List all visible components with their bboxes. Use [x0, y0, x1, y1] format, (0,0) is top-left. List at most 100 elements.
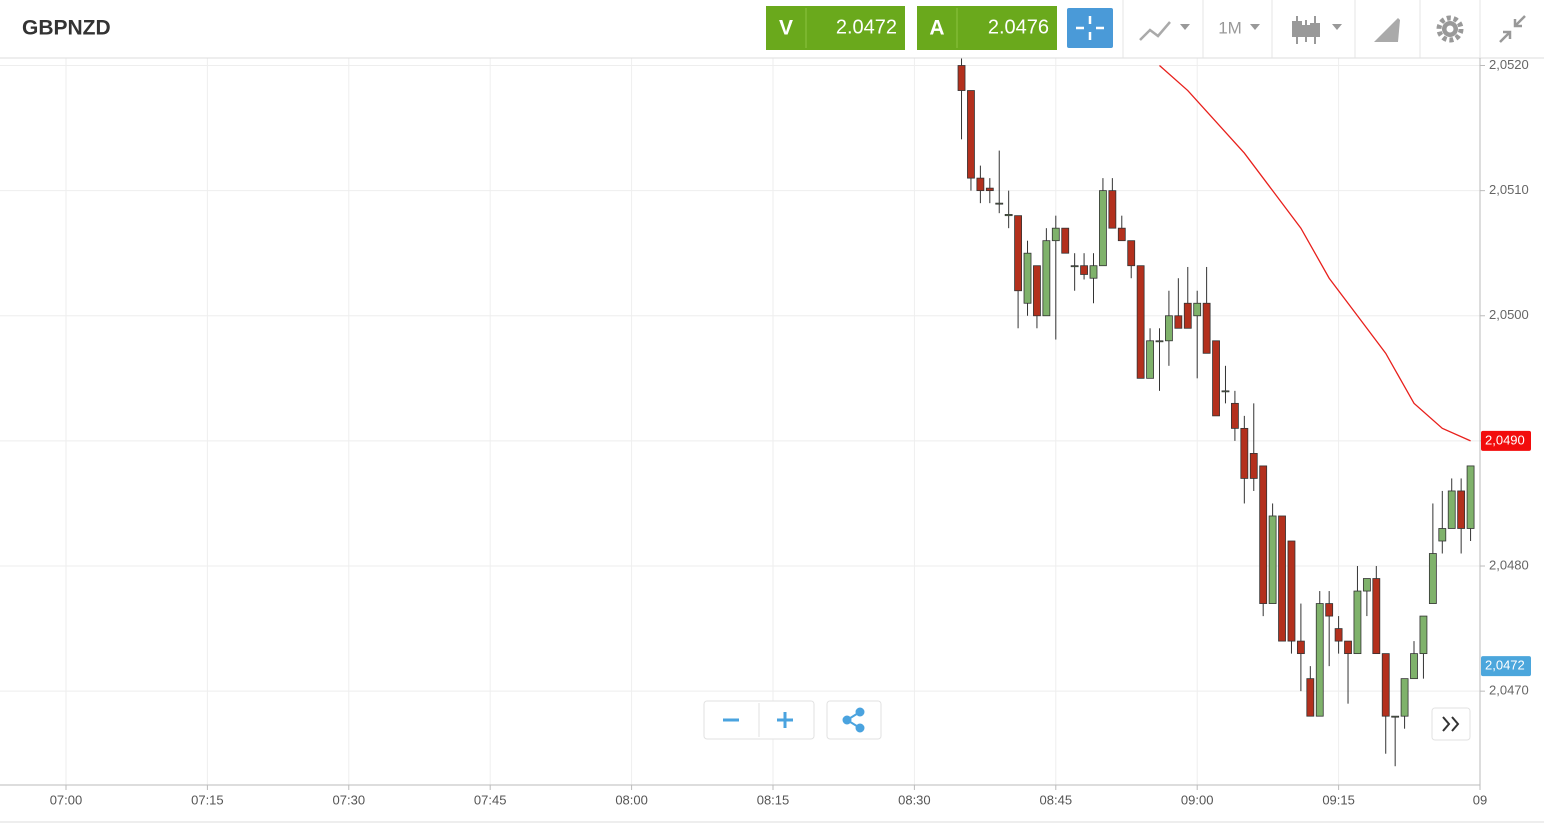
line-icon[interactable]: [1139, 21, 1171, 41]
x-tick-label: 07:45: [474, 792, 507, 807]
zoom-in-button[interactable]: [777, 712, 793, 728]
x-tick-label: 08:45: [1040, 792, 1073, 807]
chart-type-button[interactable]: [1139, 21, 1190, 41]
x-tick-label: 09:15: [1322, 792, 1355, 807]
candle-body: [1014, 215, 1022, 292]
y-tick-label: 2,0500: [1489, 307, 1529, 322]
candle-body: [1127, 240, 1136, 267]
candle-body: [967, 90, 975, 179]
y-tick-label: 2,0480: [1489, 557, 1529, 572]
candle-body: [1315, 603, 1324, 717]
candle-body: [1334, 628, 1343, 642]
caret: [1250, 24, 1260, 30]
candle-body: [1419, 615, 1428, 655]
candle-body: [1108, 190, 1117, 229]
candle-body: [1193, 302, 1202, 317]
candle-body: [957, 65, 966, 91]
candle-body: [1325, 603, 1334, 617]
share-button[interactable]: [842, 707, 865, 733]
price-tag: [1481, 656, 1531, 677]
caret: [1180, 24, 1190, 30]
candle-body: [1042, 240, 1051, 317]
candle-body: [976, 177, 985, 192]
buy-label[interactable]: A: [929, 17, 944, 40]
candle-body: [1268, 515, 1277, 604]
x-tick-label: 08:00: [615, 792, 648, 807]
grid: [0, 58, 1481, 785]
price-tag-label: 2,0490: [1485, 432, 1525, 447]
candle-body: [1400, 678, 1409, 717]
settings-button[interactable]: [1436, 15, 1464, 43]
sell-label[interactable]: V: [779, 17, 793, 40]
x-tick-label: 07:00: [50, 792, 83, 807]
candle-body: [1466, 465, 1475, 529]
candle-body: [1080, 265, 1088, 275]
candle-body: [1438, 528, 1447, 542]
symbol: GBPNZD: [22, 17, 111, 40]
crosshair-button[interactable]: [1067, 8, 1113, 48]
candle-body: [1306, 678, 1315, 717]
candle-body: [1202, 302, 1211, 354]
timeframe[interactable]: 1M: [1218, 18, 1242, 37]
gear-teeth[interactable]: [1436, 15, 1464, 43]
candle-body: [1391, 715, 1400, 718]
price-tag-label: 2,0472: [1485, 658, 1525, 673]
x-tick-label: 08:15: [757, 792, 790, 807]
candle-body: [1231, 402, 1239, 429]
x-tick-label: 09: [1473, 792, 1487, 807]
candle-body: [1240, 427, 1249, 479]
candle-body: [1447, 490, 1456, 529]
candle-body: [1165, 315, 1173, 342]
scroll-end-box[interactable]: [1431, 707, 1471, 741]
candle-body: [1344, 640, 1352, 655]
candle-body: [1259, 465, 1268, 604]
candle-body: [1410, 653, 1418, 680]
draw-tool-button[interactable]: [1374, 18, 1400, 42]
candle-body: [1278, 515, 1286, 642]
crosshair-bg[interactable]: [1067, 8, 1113, 48]
sell-bg[interactable]: [766, 6, 905, 50]
candle-body: [1372, 578, 1381, 655]
gear-hole: [1446, 25, 1454, 33]
timeframe-button[interactable]: 1M: [1218, 18, 1260, 37]
x-tick-label: 08:30: [898, 792, 931, 807]
candle-body: [1061, 227, 1070, 254]
buy-price[interactable]: 2.0476: [988, 16, 1049, 38]
sell-price[interactable]: 2.0472: [836, 16, 897, 38]
zoom-controls: [703, 700, 1471, 741]
candle-body: [1155, 340, 1164, 343]
candles-button[interactable]: [1292, 16, 1342, 44]
candle-body: [985, 187, 994, 192]
candle-body: [1221, 390, 1230, 393]
caret: [1332, 24, 1342, 30]
candle-body: [1099, 190, 1107, 267]
candle-body: [1183, 302, 1192, 329]
y-tick-label: 2,0470: [1489, 683, 1529, 698]
y-tick-label: 2,0520: [1489, 57, 1529, 72]
candle-body: [1287, 540, 1296, 642]
candle-body: [995, 202, 1004, 205]
candle-body: [1146, 340, 1154, 379]
buy-bg[interactable]: [917, 6, 1057, 50]
candle-body: [1428, 553, 1437, 604]
plot-area: [957, 58, 1475, 767]
candle-body: [1381, 653, 1390, 717]
candle-body: [1457, 490, 1466, 529]
candle-body: [1004, 214, 1013, 217]
candle-body: [1033, 265, 1041, 317]
candle-body: [1117, 227, 1126, 242]
crosshair-icon: [1076, 16, 1104, 40]
candle-body: [1174, 315, 1183, 329]
collapse-button[interactable]: [1499, 15, 1526, 43]
candles-icon: [1292, 16, 1320, 44]
moving-average: [1159, 65, 1471, 442]
share-box[interactable]: [826, 700, 882, 740]
price-tag: [1481, 430, 1531, 451]
scroll-end-button[interactable]: [1442, 716, 1460, 732]
candle-body: [1089, 265, 1098, 279]
sell-button[interactable]: V 2.0472: [766, 6, 905, 50]
buy-button[interactable]: A 2.0476: [917, 6, 1057, 50]
